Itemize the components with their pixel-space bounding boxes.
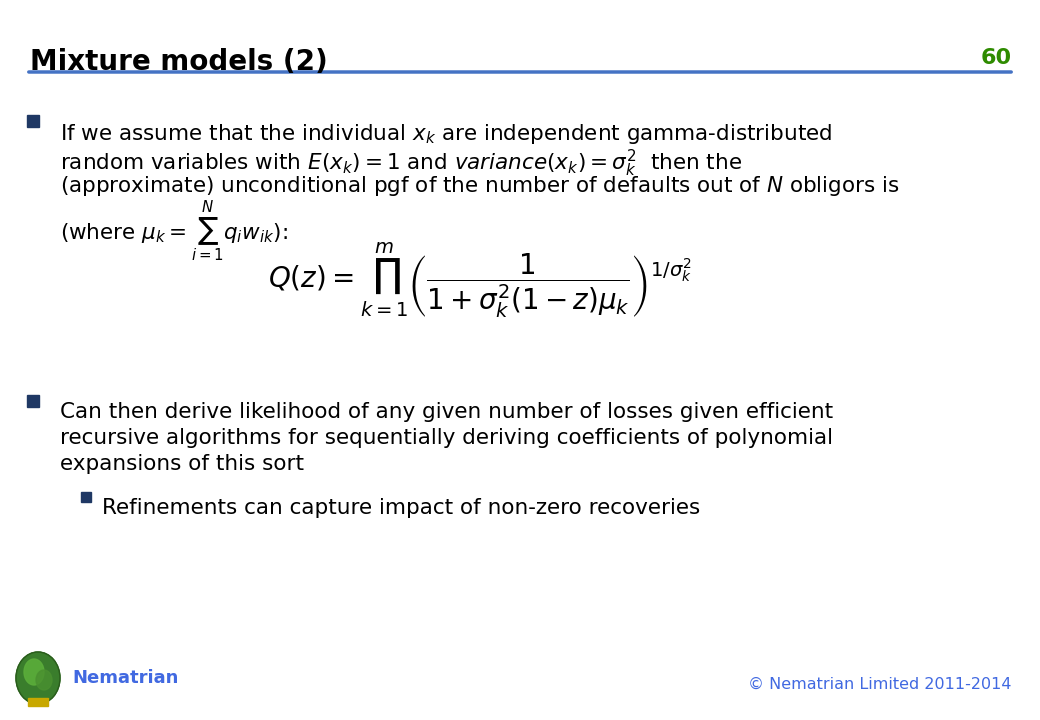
Bar <box>27 115 40 127</box>
Ellipse shape <box>24 659 44 685</box>
Text: Mixture models (2): Mixture models (2) <box>30 48 328 76</box>
Bar <box>81 492 92 502</box>
Text: 60: 60 <box>981 48 1012 68</box>
Text: expansions of this sort: expansions of this sort <box>60 454 304 474</box>
Text: © Nematrian Limited 2011-2014: © Nematrian Limited 2011-2014 <box>749 677 1012 691</box>
Text: random variables with $E(x_k) = 1$ and $\mathit{variance}(x_k) = \sigma_k^2$  th: random variables with $E(x_k) = 1$ and $… <box>60 148 743 179</box>
Text: Refinements can capture impact of non-zero recoveries: Refinements can capture impact of non-ze… <box>102 498 700 518</box>
Text: Nematrian: Nematrian <box>72 669 179 687</box>
Ellipse shape <box>16 652 60 704</box>
Text: $Q(z) = \prod_{k=1}^{m} \left( \dfrac{1}{1 + \sigma_k^2(1-z)\mu_k} \right)^{1/\s: $Q(z) = \prod_{k=1}^{m} \left( \dfrac{1}… <box>268 240 692 320</box>
Ellipse shape <box>36 670 52 690</box>
Text: (approximate) unconditional pgf of the number of defaults out of $N$ obligors is: (approximate) unconditional pgf of the n… <box>60 174 900 198</box>
Bar <box>28 698 48 706</box>
Text: (where $\mu_k = \sum_{i=1}^{N} q_i w_{ik}$):: (where $\mu_k = \sum_{i=1}^{N} q_i w_{ik… <box>60 200 288 264</box>
Text: Can then derive likelihood of any given number of losses given efficient: Can then derive likelihood of any given … <box>60 402 833 422</box>
Bar <box>27 395 40 407</box>
Text: If we assume that the individual $x_k$ are independent gamma-distributed: If we assume that the individual $x_k$ a… <box>60 122 832 146</box>
Text: recursive algorithms for sequentially deriving coefficients of polynomial: recursive algorithms for sequentially de… <box>60 428 833 448</box>
